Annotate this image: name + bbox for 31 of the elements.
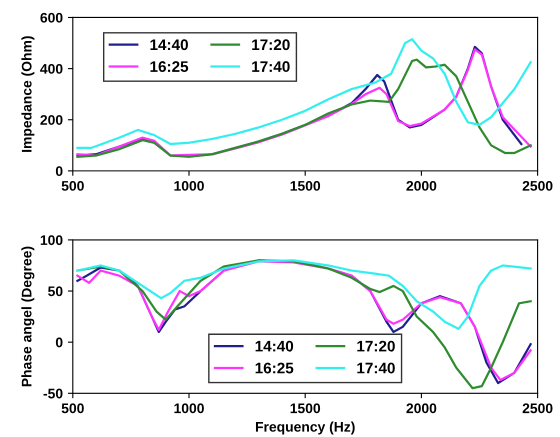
y-tick-label: 100 [40, 235, 63, 246]
x-tick-label: 1000 [174, 403, 204, 414]
y-tick-label: 0 [56, 166, 63, 176]
y-tick-label: -50 [44, 388, 63, 398]
legend-label: 16:25 [256, 362, 294, 374]
x-tick-label: 2500 [522, 403, 552, 414]
x-tick-label: 2000 [406, 180, 436, 191]
y-tick-label: 0 [56, 338, 63, 348]
x-tick-label: 500 [62, 403, 84, 414]
legend-label: 17:20 [252, 39, 290, 50]
y-tick-label: 200 [40, 115, 63, 125]
x-axis-title: Frequency (Hz) [256, 422, 355, 434]
y-tick-label: 400 [40, 64, 63, 74]
x-tick-label: 2500 [522, 180, 552, 191]
y-tick-label: 600 [40, 12, 63, 23]
x-tick-label: 1000 [174, 180, 204, 191]
legend-label: 14:40 [150, 39, 188, 50]
legend-label: 14:40 [256, 340, 294, 352]
y-axis-title: Impedance (Ohm) [21, 36, 34, 152]
legend-label: 16:25 [150, 61, 188, 72]
legend-label: 17:40 [252, 61, 290, 72]
line-series [76, 38, 532, 149]
x-tick-label: 500 [62, 180, 84, 191]
y-axis-title: Phase angel (Degree) [21, 246, 34, 386]
y-tick-label: 50 [48, 286, 63, 296]
legend-label: 17:40 [357, 362, 395, 374]
legend-label: 17:20 [357, 340, 395, 352]
x-tick-label: 1500 [290, 403, 320, 414]
x-tick-label: 2000 [406, 403, 436, 414]
x-tick-label: 1500 [290, 180, 320, 191]
line-series [76, 259, 532, 330]
